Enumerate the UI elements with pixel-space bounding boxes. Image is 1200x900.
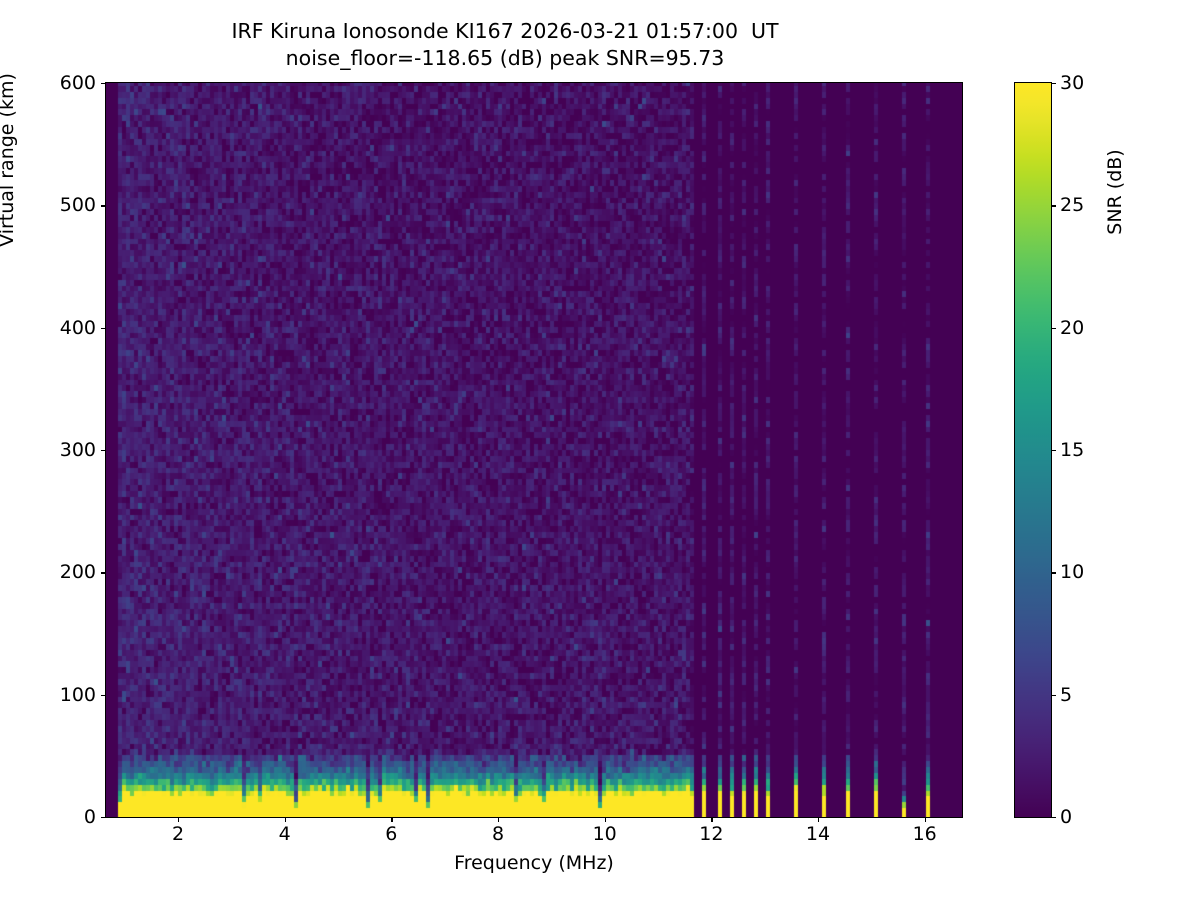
colorbar-tick-label-10: 10 (1060, 561, 1085, 584)
y-tick-label-400: 400 (59, 316, 96, 339)
y-tick-mark (100, 83, 105, 85)
ionogram-heatmap-canvas[interactable] (106, 83, 962, 817)
x-tick-mark (391, 818, 393, 823)
colorbar-tick-label-25: 25 (1060, 194, 1085, 217)
y-tick-mark (100, 327, 105, 329)
x-tick-mark (604, 818, 606, 823)
y-tick-mark (100, 450, 105, 452)
colorbar-tick-mark (1052, 694, 1057, 696)
colorbar-label: SNR (dB) (1104, 149, 1126, 235)
colorbar[interactable] (1014, 82, 1052, 818)
x-tick-mark (284, 818, 286, 823)
colorbar-tick-label-5: 5 (1060, 683, 1073, 706)
heatmap-plot-area[interactable] (105, 82, 963, 818)
x-tick-label-14: 14 (805, 823, 831, 845)
colorbar-tick-label-30: 30 (1060, 72, 1085, 94)
x-tick-label-6: 6 (385, 823, 398, 845)
x-tick-mark (178, 818, 180, 823)
colorbar-tick-label-20: 20 (1060, 316, 1085, 339)
y-tick-mark (100, 205, 105, 207)
y-tick-label-500: 500 (59, 194, 96, 217)
x-tick-label-8: 8 (491, 823, 505, 845)
colorbar-tick-mark (1052, 205, 1057, 207)
colorbar-tick-label-0: 0 (1060, 806, 1073, 828)
colorbar-tick-mark (1052, 817, 1057, 819)
x-tick-label-16: 16 (912, 823, 937, 845)
x-axis-label: Frequency (MHz) (454, 852, 614, 874)
colorbar-tick-mark (1052, 450, 1057, 452)
colorbar-tick-label-15: 15 (1060, 439, 1085, 461)
y-tick-label-600: 600 (59, 72, 96, 94)
colorbar-gradient (1015, 83, 1051, 817)
y-tick-mark (100, 694, 105, 696)
title-line-2: noise_floor=-118.65 (dB) peak SNR=95.73 (285, 45, 725, 70)
colorbar-tick-mark (1052, 572, 1057, 574)
y-tick-mark (100, 817, 105, 819)
colorbar-tick-mark (1052, 83, 1057, 85)
y-tick-label-300: 300 (59, 439, 96, 461)
y-tick-mark (100, 572, 105, 574)
y-tick-label-100: 100 (59, 683, 96, 706)
chart-title: IRF Kiruna Ionosonde KI167 2026-03-21 01… (0, 18, 1010, 71)
title-line-1: IRF Kiruna Ionosonde KI167 2026-03-21 01… (231, 19, 779, 43)
colorbar-tick-mark (1052, 327, 1057, 329)
x-tick-mark (711, 818, 713, 823)
x-tick-mark (498, 818, 500, 823)
x-tick-mark (818, 818, 820, 823)
x-tick-label-2: 2 (171, 823, 185, 845)
y-axis-label: Virtual range (km) (0, 73, 18, 247)
x-tick-label-12: 12 (699, 823, 724, 845)
x-tick-label-4: 4 (278, 823, 291, 845)
x-tick-label-10: 10 (592, 823, 617, 845)
y-tick-label-0: 0 (83, 806, 96, 828)
y-tick-label-200: 200 (59, 561, 96, 584)
x-tick-mark (924, 818, 926, 823)
